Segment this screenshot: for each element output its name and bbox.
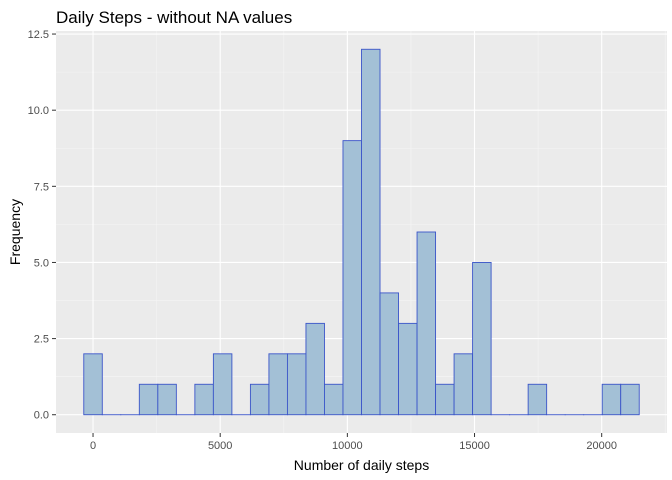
y-axis-ticks: 0.0 2.5 5.0 7.5 10.0 12.5	[28, 29, 56, 422]
histogram-bars	[83, 48, 640, 416]
x-tick-label: 0	[90, 440, 96, 452]
histogram-bar	[435, 383, 455, 416]
histogram-bar	[453, 353, 474, 416]
x-tick-label: 15000	[459, 440, 490, 452]
histogram-bar	[83, 353, 103, 416]
histogram-bar	[601, 383, 622, 416]
y-tick-label: 2.5	[34, 334, 49, 346]
x-tick-label: 5000	[208, 440, 232, 452]
y-tick-label: 12.5	[28, 29, 49, 41]
histogram-bar	[138, 383, 159, 416]
x-axis-ticks: 0 5000 10000 15000 20000	[90, 433, 617, 452]
histogram-bar	[286, 353, 307, 416]
histogram-bar	[361, 48, 381, 416]
x-tick-label: 20000	[586, 440, 617, 452]
histogram-bar	[157, 383, 177, 416]
histogram-bar	[379, 292, 399, 416]
x-tick-label: 10000	[332, 440, 363, 452]
histogram-bar	[527, 383, 548, 416]
x-axis-title: Number of daily steps	[294, 457, 429, 473]
histogram-bar	[194, 383, 214, 416]
histogram-bar	[212, 353, 233, 416]
y-tick-label: 5.0	[34, 257, 49, 269]
histogram-bar	[268, 353, 288, 416]
histogram-bar	[249, 383, 270, 416]
histogram-bar	[620, 383, 640, 416]
histogram-bar	[324, 383, 344, 416]
y-axis-title: Frequency	[7, 199, 23, 265]
chart-title: Daily Steps - without NA values	[56, 8, 292, 27]
y-tick-label: 7.5	[34, 181, 49, 193]
histogram-bar	[472, 262, 492, 416]
histogram-bar	[398, 322, 418, 416]
histogram-bar	[342, 140, 362, 416]
y-tick-label: 10.0	[28, 105, 49, 117]
histogram-bar	[305, 322, 325, 416]
histogram-bar	[416, 231, 437, 416]
y-tick-label: 0.0	[34, 410, 49, 422]
